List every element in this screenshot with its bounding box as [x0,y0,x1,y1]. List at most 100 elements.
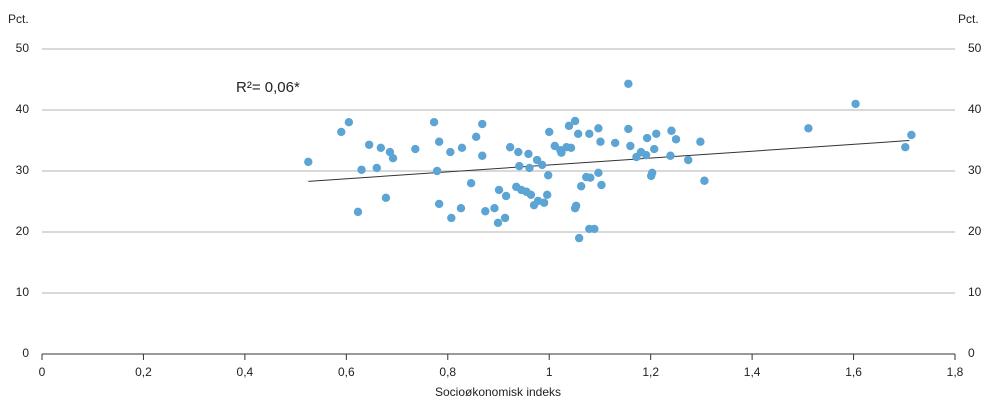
x-tick-label: 0,8 [439,365,456,379]
point [594,124,603,133]
point [493,218,503,228]
point [851,99,860,109]
point [525,163,534,173]
point [696,137,705,146]
annotation: R²= 0,06* [236,79,300,96]
point [907,130,916,140]
point [576,182,586,191]
point [597,180,606,190]
point [566,143,576,153]
point [574,233,584,243]
x-tick-label: 0,2 [135,365,152,379]
point [539,198,549,207]
point [514,147,523,157]
point [586,173,595,182]
y-tick-label: 40 [16,102,30,116]
point [304,157,313,167]
y-axis-label: Pct. [8,12,29,26]
point [456,204,466,213]
y2-tick-label: 30 [968,163,982,177]
y-tick-label: 0 [22,346,29,360]
point [505,143,515,152]
y2-axis-label: Pct. [958,12,979,26]
point [376,143,386,153]
y-tick-label: 30 [16,163,30,177]
point [526,190,536,199]
x-tick-label: 1,4 [744,365,761,379]
point [537,160,547,170]
point [364,140,374,149]
point [381,193,391,203]
point [570,116,580,126]
point [481,207,490,216]
point [594,168,603,178]
point [626,141,635,151]
y2-tick-label: 40 [968,102,982,116]
point [524,149,533,159]
trend-line [308,140,910,182]
point [466,179,476,188]
point [684,155,693,165]
point [641,150,651,160]
y2-tick-label: 0 [968,346,975,360]
point [429,118,439,127]
point [590,224,599,234]
x-tick-label: 0,4 [237,365,254,379]
point [624,124,633,134]
y2-tick-label: 10 [968,285,982,299]
x-tick-label: 1,6 [845,365,862,379]
point [478,151,487,160]
y-tick-label: 20 [16,224,30,238]
point [564,121,574,131]
point [434,137,444,146]
point [388,153,398,163]
point [650,144,659,154]
point [642,133,652,143]
point [624,79,633,88]
x-tick-label: 1,2 [642,365,659,379]
y-tick-label: 50 [16,41,30,55]
point [434,199,444,209]
point [432,166,442,176]
x-tick-label: 1,8 [947,365,964,379]
y2-tick-label: 50 [968,41,982,55]
point [901,143,910,152]
point [647,168,657,178]
x-tick-label: 1 [546,365,553,379]
y-tick-label: 10 [16,285,30,299]
point [490,204,499,213]
point [671,135,681,144]
point [666,151,675,160]
point [700,176,709,185]
point [515,161,524,171]
point [411,144,420,154]
point [545,127,554,137]
point [573,129,583,138]
point [652,129,661,138]
point [457,143,467,153]
point [596,137,605,146]
point [353,207,363,217]
point [585,129,594,138]
y2-tick-label: 20 [968,224,982,238]
point [446,147,455,157]
point [667,126,676,135]
point [494,185,504,195]
x-tick-label: 0 [39,365,46,379]
point [372,163,381,173]
x-tick-label: 0,6 [338,365,355,379]
point [337,127,346,137]
point [544,171,553,180]
x-axis-label: Socioøkonomisk indeks [435,385,561,399]
point [500,213,510,223]
point [610,138,620,148]
point [542,190,552,199]
point [471,132,481,142]
point [804,124,813,133]
point [344,118,354,127]
point [557,148,566,157]
point [571,201,581,210]
point [357,165,366,174]
point [478,119,487,129]
